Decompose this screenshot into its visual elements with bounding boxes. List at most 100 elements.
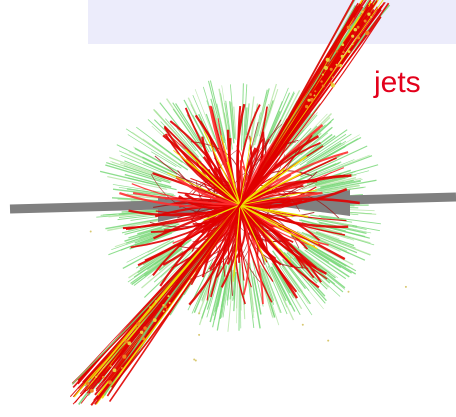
hit-marker [321, 73, 324, 76]
soft-track [183, 99, 213, 152]
soft-track [259, 265, 275, 305]
soft-track [134, 147, 181, 174]
soft-track [319, 181, 344, 188]
hit-marker [101, 375, 105, 379]
hit-marker [107, 380, 113, 385]
stray-hit [301, 323, 304, 326]
hit-marker [365, 30, 370, 36]
soft-track [147, 245, 184, 272]
hit-marker [331, 76, 334, 79]
soft-track [248, 262, 261, 329]
charged-track [239, 138, 264, 206]
soft-track [126, 238, 173, 263]
stray-hit [347, 290, 350, 293]
hit-marker [335, 50, 338, 53]
hit-marker [335, 63, 338, 66]
hit-marker [164, 305, 167, 309]
soft-track [288, 133, 333, 169]
soft-track [172, 102, 203, 148]
soft-track [307, 227, 340, 240]
hit-marker [370, 15, 373, 19]
hit-marker [360, 10, 364, 14]
soft-track [233, 106, 237, 141]
soft-track [282, 258, 307, 290]
soft-track [239, 262, 242, 329]
highlight-track [184, 148, 241, 206]
soft-track [127, 134, 182, 169]
soft-track [152, 108, 202, 163]
charged-track [238, 104, 261, 206]
soft-track [116, 144, 173, 173]
soft-track [216, 103, 226, 142]
charged-track [239, 204, 245, 281]
soft-track [299, 133, 347, 166]
soft-track [315, 231, 355, 247]
hit-marker [347, 50, 351, 53]
soft-track [300, 145, 368, 178]
soft-track [214, 274, 225, 312]
soft-track [221, 274, 229, 318]
soft-track [232, 264, 236, 301]
soft-track [242, 84, 248, 148]
soft-track [293, 244, 339, 279]
jet-track-upper [239, 12, 356, 206]
hit-marker [143, 326, 147, 330]
highlight-track [239, 204, 319, 245]
soft-track [108, 211, 164, 218]
soft-track [299, 140, 347, 170]
soft-track [264, 257, 287, 302]
soft-track [197, 265, 218, 315]
soft-track [194, 88, 215, 140]
soft-track [296, 230, 341, 252]
soft-track [243, 107, 248, 150]
hit-marker [356, 25, 360, 29]
soft-track [151, 151, 177, 167]
soft-track [286, 126, 333, 167]
soft-track [303, 216, 367, 230]
hit-marker [340, 54, 344, 59]
jets-label: jets [374, 66, 421, 99]
hit-marker [351, 43, 354, 46]
soft-track [320, 179, 354, 189]
soft-track [320, 184, 360, 193]
stray-hit [198, 333, 201, 336]
soft-track [99, 170, 167, 188]
hit-marker [122, 354, 127, 359]
hit-marker [314, 90, 317, 93]
soft-track [152, 139, 183, 163]
soft-track [318, 215, 381, 225]
hit-marker [141, 337, 146, 341]
soft-track [281, 244, 328, 290]
soft-track [192, 114, 206, 139]
hit-marker [149, 306, 152, 309]
soft-track [233, 272, 237, 312]
soft-track [252, 260, 264, 307]
jet-track-lower [72, 204, 241, 398]
soft-track [107, 219, 159, 232]
soft-track [306, 247, 330, 263]
soft-track [252, 276, 262, 315]
soft-track [261, 268, 275, 301]
hit-markers [85, 10, 407, 393]
soft-track [308, 179, 377, 194]
soft-track [262, 256, 288, 315]
soft-track [290, 243, 336, 279]
soft-track [120, 154, 180, 181]
charged-track [150, 204, 241, 233]
soft-track [262, 265, 282, 313]
highlight-track [239, 204, 292, 263]
charged-track [239, 204, 328, 280]
soft-track [154, 245, 180, 263]
jet-track-upper [239, 3, 361, 206]
soft-track [272, 250, 311, 305]
soft-track [285, 129, 304, 151]
soft-track [305, 233, 366, 261]
hit-marker [154, 300, 158, 303]
soft-track [106, 162, 171, 184]
hit-marker [167, 295, 170, 298]
soft-track [119, 162, 165, 180]
hit-marker [339, 64, 343, 68]
soft-track [300, 132, 329, 156]
highlight-track [173, 149, 241, 206]
